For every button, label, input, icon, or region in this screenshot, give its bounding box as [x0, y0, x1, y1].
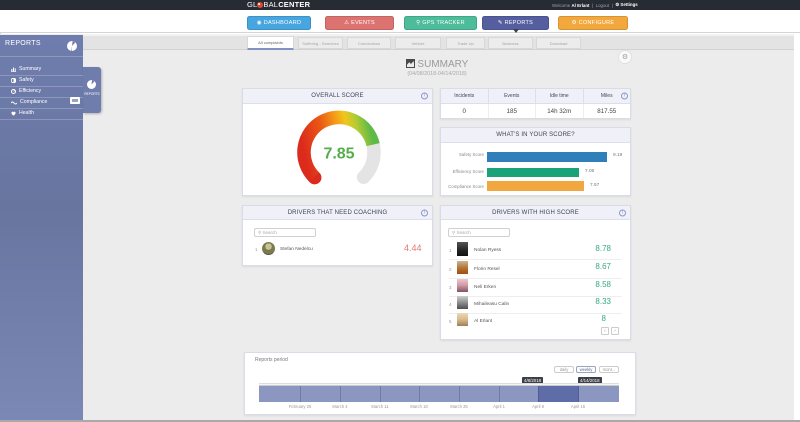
- svg-text:7.85: 7.85: [323, 146, 354, 163]
